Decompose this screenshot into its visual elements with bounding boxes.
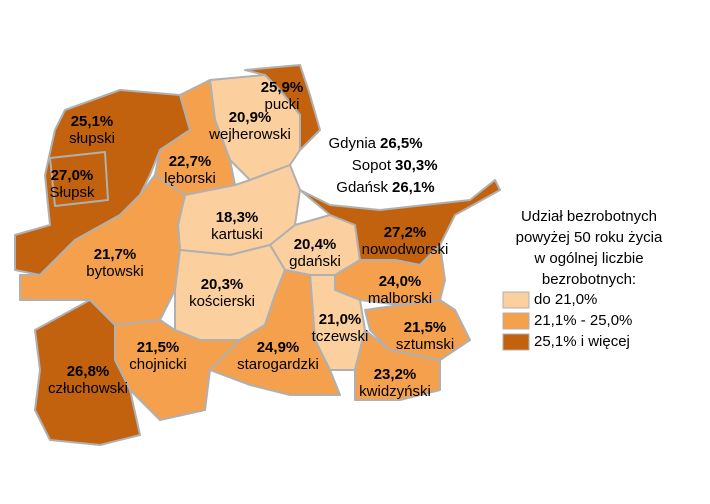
city-value: 26,1% — [392, 179, 435, 196]
legend-label: 21,1% - 25,0% — [534, 312, 632, 329]
region-name: człuchowski — [48, 380, 128, 397]
region-name: chojnicki — [129, 356, 187, 373]
region-value: 22,7% — [169, 153, 212, 170]
region-value: 21,5% — [404, 319, 447, 336]
legend-swatch — [502, 312, 530, 330]
regions — [14, 64, 501, 446]
legend-swatch — [502, 333, 530, 351]
region-value: 21,0% — [319, 311, 362, 328]
region-name: pucki — [264, 96, 299, 113]
region — [34, 299, 141, 446]
legend-title: bezrobotnych: — [542, 271, 636, 288]
legend-title: w ogólnej liczbie — [533, 250, 643, 267]
region-name: bytowski — [86, 263, 144, 280]
region-name: lęborski — [164, 170, 216, 187]
region-name: gdański — [289, 253, 341, 270]
legend-label: do 21,0% — [534, 291, 597, 308]
legend-swatch — [502, 291, 530, 309]
legend: Udział bezrobotnych powyżej 50 roku życia… — [502, 208, 663, 351]
region-value: 27,2% — [384, 224, 427, 241]
region — [49, 151, 109, 207]
region-name: wejherowski — [208, 126, 291, 143]
city-value: 26,5% — [380, 135, 423, 152]
region-value: 21,7% — [94, 246, 137, 263]
region-value: 24,9% — [257, 339, 300, 356]
region-value: 26,8% — [67, 363, 110, 380]
region-value: 20,3% — [201, 276, 244, 293]
region — [354, 329, 441, 401]
city-name: Gdynia — [328, 135, 376, 152]
region-name: nowodworski — [362, 241, 449, 258]
region-value: 25,1% — [71, 113, 114, 130]
region-name: kościerski — [189, 293, 255, 310]
region-value: 23,2% — [374, 366, 417, 383]
region — [299, 179, 501, 266]
region-value: 21,5% — [137, 339, 180, 356]
region-value: 24,0% — [379, 273, 422, 290]
legend-label: 25,1% i więcej — [534, 333, 630, 350]
region-value: 27,0% — [51, 167, 94, 184]
legend-title: Udział bezrobotnych — [521, 208, 657, 225]
region-name: słupski — [69, 130, 115, 147]
region-value: 20,4% — [294, 236, 337, 253]
region-value: 18,3% — [216, 209, 259, 226]
region-name: Słupsk — [49, 184, 95, 201]
region-name: malborski — [368, 290, 432, 307]
city-name: Sopot — [352, 157, 392, 174]
region-name: kartuski — [211, 226, 263, 243]
city-value: 30,3% — [395, 157, 438, 174]
city-name: Gdańsk — [336, 179, 388, 196]
region-name: kwidzyński — [359, 383, 431, 400]
region-name: tczewski — [312, 328, 369, 345]
region-name: sztumski — [396, 336, 454, 353]
region-name: starogardzki — [237, 356, 319, 373]
region-value: 20,9% — [229, 109, 272, 126]
region-value: 25,9% — [261, 79, 304, 96]
region — [209, 269, 341, 396]
legend-title: powyżej 50 roku życia — [516, 229, 663, 246]
